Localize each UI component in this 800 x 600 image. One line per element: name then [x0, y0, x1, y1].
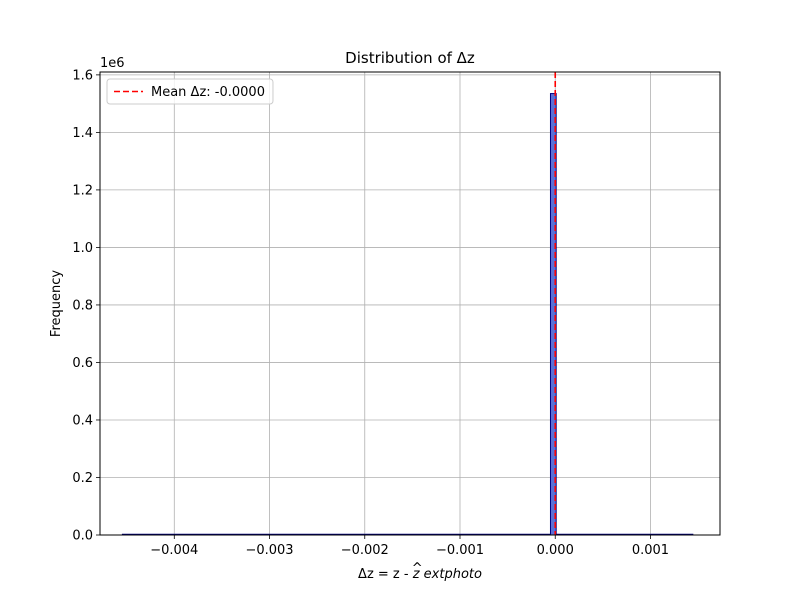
x-tick-label: 0.000 [537, 543, 574, 558]
legend: Mean Δz: -0.0000 [106, 78, 274, 105]
y-axis-ticks: 0.0 0.2 0.4 0.6 0.8 1.0 1.2 1.4 1.6 [72, 68, 100, 544]
histogram-bars [121, 93, 694, 536]
y-axis-title: Frequency [49, 270, 64, 337]
chart-title: Distribution of Δz [345, 49, 475, 67]
x-axis-title-hat-var: z [412, 567, 421, 582]
x-axis-title-suffix: extphoto [420, 567, 482, 582]
y-tick-label: 1.0 [72, 241, 93, 256]
y-tick-label: 1.2 [72, 183, 93, 198]
x-tick-label: −0.002 [341, 543, 389, 558]
y-tick-label: 1.4 [72, 126, 93, 141]
legend-mean-label: Mean Δz: -0.0000 [151, 85, 265, 100]
y-offset-label: 1e6 [100, 56, 125, 71]
x-tick-label: −0.003 [245, 543, 293, 558]
x-axis-ticks: −0.004 −0.003 −0.002 −0.001 0.000 0.001 [150, 535, 669, 558]
x-tick-label: −0.001 [436, 543, 484, 558]
y-tick-label: 0.4 [72, 413, 93, 428]
plot-area-frame [99, 71, 721, 536]
y-tick-label: 1.6 [72, 68, 93, 83]
y-tick-label: 0.0 [72, 529, 93, 544]
y-tick-label: 0.6 [72, 356, 93, 371]
x-axis-title: Δz = z - z extphoto [358, 567, 482, 582]
x-tick-label: −0.004 [150, 543, 198, 558]
x-axis-title-prefix: Δz = z - [358, 567, 413, 582]
y-tick-label: 0.2 [72, 471, 93, 486]
x-tick-label: 0.001 [632, 543, 669, 558]
legend-box [106, 78, 274, 105]
y-tick-label: 0.8 [72, 298, 93, 313]
grid-lines [100, 72, 720, 536]
x-axis-hat-mark: ^ [412, 561, 423, 576]
